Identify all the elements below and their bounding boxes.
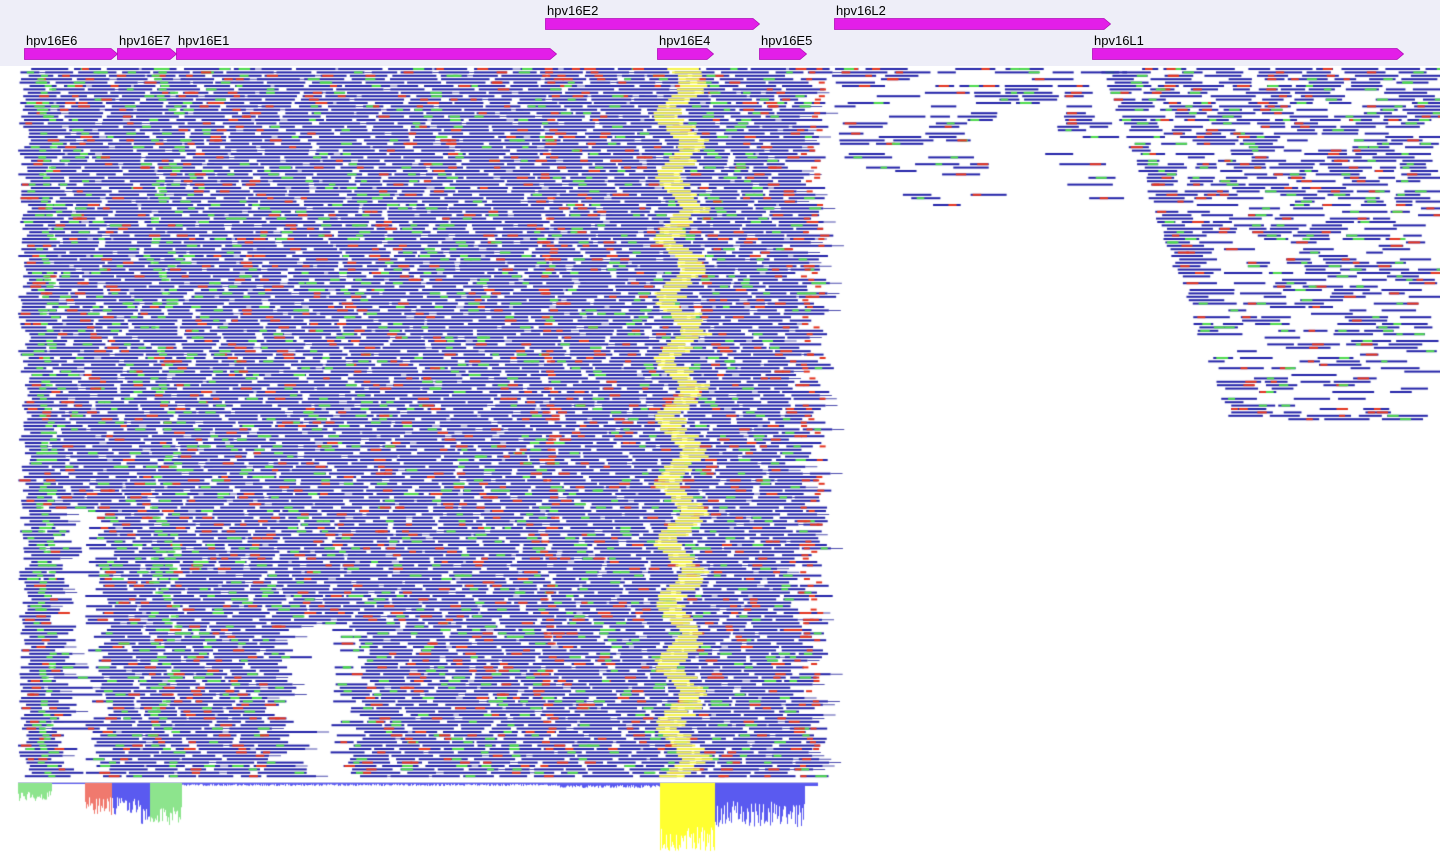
gene-label-hpv16e2: hpv16E2	[547, 3, 599, 18]
coverage-histogram	[0, 782, 1440, 858]
gene-arrow-icon	[117, 48, 177, 60]
gene-hpv16e7[interactable]: hpv16E7	[117, 33, 177, 61]
gene-hpv16l2[interactable]: hpv16L2	[834, 3, 1111, 31]
read-alignment-pileup[interactable]	[0, 66, 1440, 782]
gene-arrow-icon	[176, 48, 557, 60]
gene-label-hpv16l2: hpv16L2	[836, 3, 886, 18]
gene-label-hpv16l1: hpv16L1	[1094, 33, 1144, 48]
gene-arrow-icon	[545, 18, 760, 30]
gene-hpv16e5[interactable]: hpv16E5	[759, 33, 812, 61]
gene-label-hpv16e1: hpv16E1	[178, 33, 230, 48]
gene-hpv16e6[interactable]: hpv16E6	[24, 33, 118, 61]
gene-hpv16e4[interactable]: hpv16E4	[657, 33, 714, 61]
gene-arrow-icon	[759, 48, 807, 60]
gene-arrow-icon	[834, 18, 1111, 30]
gene-annotation-track: hpv16E6 hpv16E7 hpv16E1 hpv16E2 hpv16E4 …	[0, 0, 1440, 66]
gene-hpv16l1[interactable]: hpv16L1	[1092, 33, 1404, 61]
gene-arrow-icon	[657, 48, 714, 60]
gene-arrow-icon	[24, 48, 118, 60]
gene-label-hpv16e6: hpv16E6	[26, 33, 78, 48]
gene-label-hpv16e5: hpv16E5	[761, 33, 813, 48]
gene-arrow-icon	[1092, 48, 1404, 60]
gene-label-hpv16e4: hpv16E4	[659, 33, 711, 48]
gene-label-hpv16e7: hpv16E7	[119, 33, 171, 48]
gene-hpv16e2[interactable]: hpv16E2	[545, 3, 760, 31]
gene-hpv16e1[interactable]: hpv16E1	[176, 33, 557, 61]
